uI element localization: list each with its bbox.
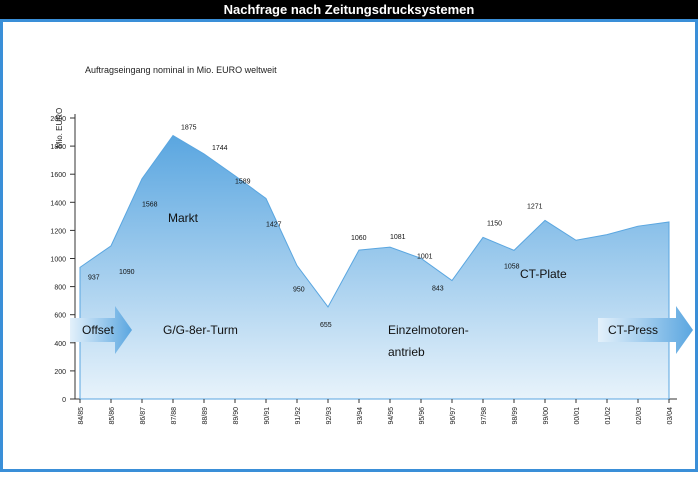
arrow-right	[598, 306, 693, 354]
y-tick-label: 200	[54, 369, 66, 376]
y-tick-label: 1000	[50, 257, 66, 264]
data-label: 1568	[142, 202, 158, 209]
data-label: 843	[432, 286, 444, 293]
data-label: 1271	[527, 203, 543, 210]
data-label: 1058	[504, 263, 520, 270]
x-tick-label: 95/96	[419, 407, 426, 425]
x-tick-label: 00/01	[574, 407, 581, 425]
data-label: 1427	[266, 222, 282, 229]
x-tick-label: 89/90	[233, 407, 240, 425]
data-label: 1081	[390, 234, 406, 241]
x-tick-label: 03/04	[667, 407, 674, 425]
y-tick-label: 400	[54, 341, 66, 348]
arrow-left	[70, 306, 132, 354]
data-label: 1060	[351, 235, 367, 242]
area	[79, 134, 670, 400]
x-tick-label: 85/86	[109, 407, 116, 425]
y-tick-label: 1600	[50, 172, 66, 179]
x-tick-label: 99/00	[543, 407, 550, 425]
x-tick-label: 92/93	[326, 407, 333, 425]
x-tick-label: 84/85	[78, 407, 85, 425]
x-tick-label: 86/87	[140, 407, 147, 425]
y-tick-label: 0	[62, 397, 66, 404]
x-tick-label: 90/91	[264, 407, 271, 425]
y-tick-label: 1400	[50, 200, 66, 207]
x-tick-label: 01/02	[605, 407, 612, 425]
y-tick-label: 2000	[50, 116, 66, 123]
y-tick-label: 1200	[50, 228, 66, 235]
annotation: antrieb	[388, 345, 425, 359]
y-tick-label: 800	[54, 285, 66, 292]
data-label: 1150	[487, 220, 502, 227]
x-tick-label: 88/89	[202, 407, 209, 425]
data-label: 1090	[119, 269, 135, 276]
annotation: Einzelmotoren-	[388, 323, 469, 337]
annotation: CT-Plate	[520, 267, 567, 281]
data-label: 950	[293, 287, 305, 294]
y-tick-label: 600	[54, 313, 66, 320]
data-label: 1001	[417, 253, 433, 260]
x-tick-label: 93/94	[357, 407, 364, 425]
x-tick-label: 96/97	[450, 407, 457, 425]
annotation: Offset	[82, 323, 114, 337]
annotation: G/G-8er-Turm	[163, 323, 238, 337]
data-label: 937	[88, 274, 100, 281]
data-label: 1589	[235, 179, 251, 186]
annotation: Markt	[168, 211, 199, 225]
chart-title: Nachfrage nach Zeitungsdrucksystemen	[224, 2, 475, 17]
frame	[0, 19, 698, 472]
title-bar	[0, 0, 698, 19]
x-tick-label: 94/95	[388, 407, 395, 425]
subtitle: Auftragseingang nominal in Mio. EURO wel…	[85, 65, 277, 75]
x-tick-label: 98/99	[512, 407, 519, 425]
x-tick-label: 87/88	[171, 407, 178, 425]
data-label: 1744	[212, 145, 228, 152]
y-tick-label: 1800	[50, 144, 66, 151]
data-label: 655	[320, 322, 332, 329]
y-axis-label: Mio. EURO	[55, 108, 64, 148]
x-tick-label: 97/98	[481, 407, 488, 425]
x-tick-label: 91/92	[295, 407, 302, 425]
annotation: CT-Press	[608, 323, 658, 337]
x-tick-label: 02/03	[636, 407, 643, 425]
data-label: 1875	[181, 125, 197, 132]
